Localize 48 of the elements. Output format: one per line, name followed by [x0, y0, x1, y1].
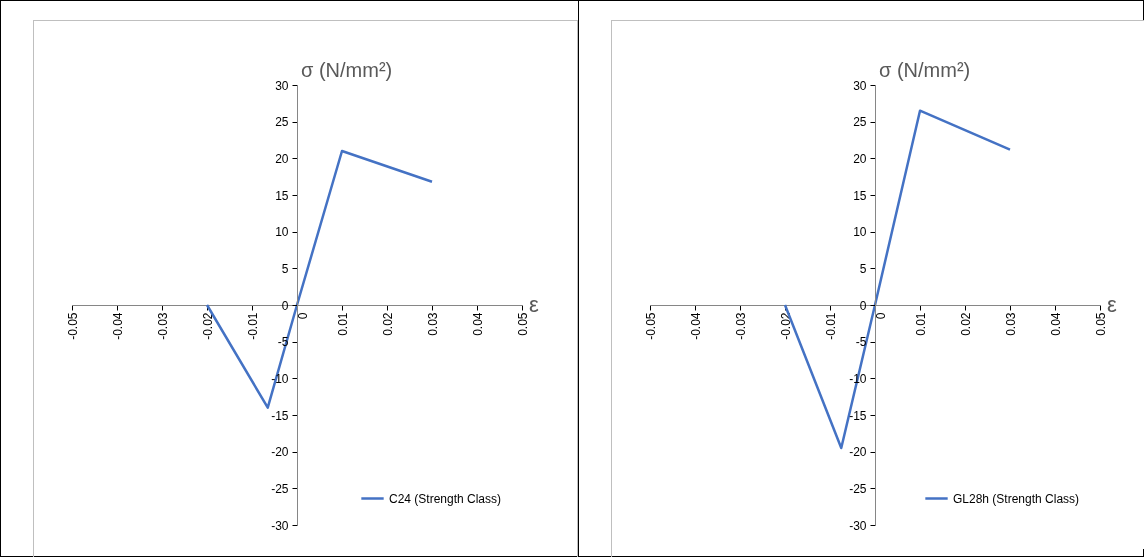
x-tick-label: 0.04 [1048, 312, 1063, 336]
x-tick-label: 0.05 [1093, 312, 1108, 336]
x-tick-label: -0.03 [155, 312, 170, 340]
x-tick-label: -0.01 [245, 312, 260, 340]
y-tick-label: 5 [859, 261, 867, 276]
y-tick-label: -20 [271, 445, 289, 460]
y-tick-label: 15 [275, 188, 289, 203]
x-tick-label: 0 [873, 312, 888, 320]
y-tick-label: 30 [275, 78, 289, 93]
x-tick-label: 0.04 [470, 312, 485, 336]
y-tick-label: 25 [275, 115, 289, 130]
x-tick-label: -0.04 [110, 312, 125, 340]
x-tick-label: 0.05 [515, 312, 530, 336]
y-tick-label: -20 [849, 445, 867, 460]
y-tick-label: -15 [271, 408, 289, 423]
y-tick-label: 30 [853, 78, 867, 93]
x-axis-title: ε [1107, 292, 1118, 317]
y-tick-label: -25 [271, 481, 289, 496]
y-tick-label: -30 [849, 518, 867, 533]
x-tick-label: 0.01 [913, 312, 928, 336]
legend-label: GL28h (Strength Class) [953, 491, 1080, 506]
y-tick-label: 5 [281, 261, 289, 276]
x-tick-label: -0.03 [733, 312, 748, 340]
x-tick-label: 0.01 [335, 312, 350, 336]
x-tick-label: 0.03 [1003, 312, 1018, 336]
y-tick-label: -25 [849, 481, 867, 496]
y-axis-title: σ (N/mm²) [301, 59, 393, 81]
y-tick-label: -15 [849, 408, 867, 423]
x-tick-label: -0.05 [65, 312, 80, 340]
y-axis-title: σ (N/mm²) [879, 59, 971, 81]
y-tick-label: 10 [853, 225, 867, 240]
x-tick-label: -0.04 [688, 312, 703, 340]
y-tick-label: 25 [853, 115, 867, 130]
x-tick-label: 0.02 [958, 312, 973, 336]
y-tick-label: -5 [855, 335, 867, 350]
y-tick-label: 10 [275, 225, 289, 240]
x-tick-label: -0.02 [200, 312, 215, 340]
x-tick-label: 0 [295, 312, 310, 320]
y-tick-label: 20 [853, 151, 867, 166]
y-tick-label: 20 [275, 151, 289, 166]
y-tick-label: -30 [271, 518, 289, 533]
y-tick-label: 15 [853, 188, 867, 203]
x-tick-label: 0.02 [380, 312, 395, 336]
x-axis-title: ε [529, 292, 540, 317]
x-tick-label: 0.03 [425, 312, 440, 336]
legend-label: C24 (Strength Class) [389, 491, 502, 506]
x-tick-label: -0.05 [643, 312, 658, 340]
x-tick-label: -0.01 [823, 312, 838, 340]
